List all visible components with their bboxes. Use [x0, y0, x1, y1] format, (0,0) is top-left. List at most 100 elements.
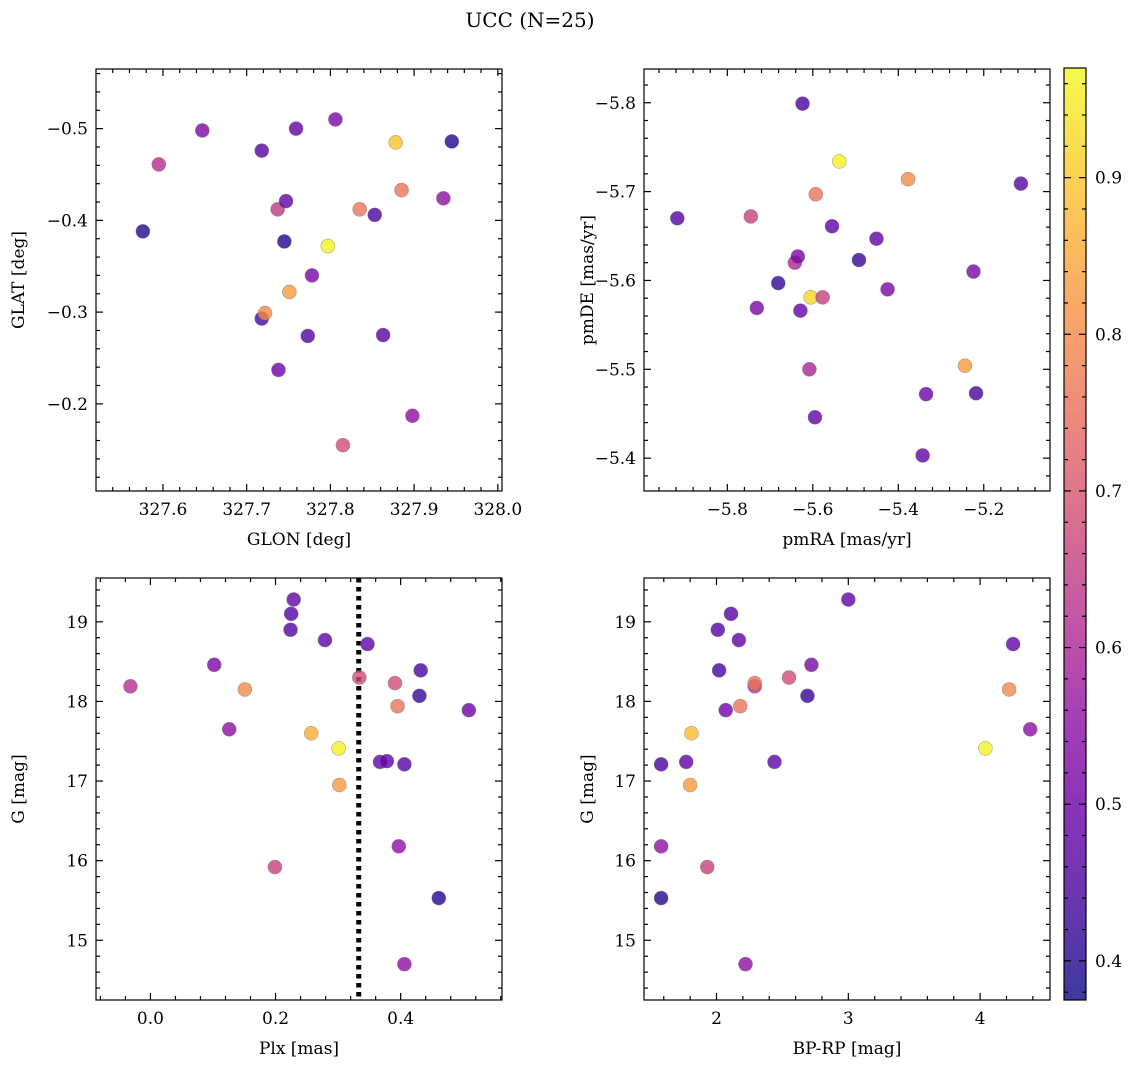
scatter-point	[832, 154, 847, 169]
scatter-point	[367, 207, 383, 223]
scatter-point	[300, 328, 316, 344]
scatter-point	[360, 636, 375, 652]
axes-frame	[95, 577, 503, 1001]
y-axis-label: G [mag]	[9, 754, 29, 823]
panels: 327.6 327.7 327.8 327.9 328.0 −0.2 −0.3 −0.4 −0.…	[9, 68, 1051, 1059]
scatter-point	[304, 268, 320, 283]
colorbar-frame	[1063, 67, 1087, 1001]
y-tick-label: −5.4	[595, 449, 636, 469]
scatter-point	[743, 209, 759, 224]
axes-frame	[95, 68, 503, 492]
ticks	[644, 69, 1050, 491]
scatter-point	[800, 688, 815, 704]
scatter-series	[135, 112, 460, 453]
x-tick-label: 328.0	[473, 500, 522, 520]
y-tick-label: 18	[614, 692, 636, 712]
scatter-point	[770, 275, 786, 291]
scatter-point	[283, 622, 298, 638]
scatter-point	[1005, 636, 1021, 652]
colorbar-tick-label: 0.6	[1095, 639, 1122, 659]
scatter-point	[352, 202, 367, 217]
scatter-point	[413, 663, 428, 678]
x-axis-label: GLON [deg]	[247, 530, 351, 550]
x-tick-label: −5.6	[792, 500, 833, 520]
y-tick-label: −5.7	[595, 183, 636, 203]
axes-frame	[643, 577, 1051, 1001]
scatter-point	[670, 210, 685, 226]
scatter-point	[802, 361, 817, 377]
x-tick-label: −5.2	[963, 500, 1004, 520]
scatter-point	[461, 702, 477, 718]
scatter-point	[978, 741, 993, 756]
scatter-point	[699, 859, 715, 875]
scatter-point	[710, 622, 726, 638]
scatter-point	[900, 171, 916, 187]
colorbar-tick-label: 0.9	[1095, 169, 1122, 189]
x-tick-label: 0.2	[262, 1009, 289, 1029]
scatter-point	[790, 249, 806, 264]
y-tick-label: 15	[614, 931, 636, 951]
scatter-point	[1022, 721, 1038, 737]
scatter-point	[653, 839, 669, 854]
scatter-point	[436, 191, 451, 206]
scatter-point	[151, 157, 167, 172]
y-tick-label: 18	[66, 692, 88, 712]
scatter-point	[851, 252, 867, 268]
colorbar-tick-label: 0.5	[1095, 795, 1122, 815]
scatter-point	[815, 290, 830, 305]
y-tick-label: −5.5	[595, 360, 636, 380]
scatter-point	[749, 300, 765, 316]
scatter-point	[747, 675, 763, 691]
colorbar: 0.4 0.5 0.6 0.7 0.8 0.9	[1063, 67, 1122, 1001]
scatter-point	[282, 284, 297, 300]
scatter-point	[195, 123, 210, 138]
scatter-point	[123, 678, 138, 694]
scatter-point	[332, 777, 347, 793]
scatter-point	[957, 358, 973, 374]
x-tick-label: 327.6	[139, 500, 188, 520]
y-tick-label: 15	[66, 931, 88, 951]
scatter-point	[718, 702, 734, 718]
scatter-point	[731, 632, 747, 648]
y-tick-label: −5.6	[595, 271, 636, 291]
scatter-point	[397, 757, 412, 772]
scatter-point	[678, 754, 694, 770]
scatter-point	[331, 741, 347, 756]
x-tick-label: 0.0	[137, 1009, 164, 1029]
ticks	[96, 69, 502, 491]
y-axis-label: G [mag]	[578, 754, 598, 823]
scatter-point	[221, 721, 237, 737]
scatter-point	[767, 754, 782, 770]
x-tick-label: −5.8	[707, 500, 748, 520]
scatter-point	[237, 682, 253, 697]
scatter-point	[394, 182, 409, 198]
scatter-point	[206, 657, 222, 673]
scatter-point	[841, 592, 856, 607]
y-axis-label: pmDE [mas/yr]	[578, 215, 598, 345]
scatter-point	[732, 698, 748, 714]
scatter-point	[711, 663, 727, 678]
scatter-point	[135, 224, 151, 239]
scatter-point	[277, 234, 292, 249]
scatter-point	[808, 186, 824, 202]
colorbar-tick-label: 0.8	[1095, 325, 1122, 345]
scatter-point	[723, 606, 739, 622]
scatter-point	[271, 362, 286, 378]
scatter-point	[303, 725, 319, 741]
scatter-point	[286, 592, 301, 607]
scatter-point	[320, 238, 336, 254]
x-tick-label: 327.9	[390, 500, 439, 520]
scatter-point	[254, 143, 270, 158]
y-tick-label: −0.4	[47, 211, 88, 231]
ticks	[96, 578, 502, 1000]
y-tick-label: −5.8	[595, 94, 636, 114]
scatter-point	[288, 121, 304, 136]
x-axis-label: Plx [mas]	[259, 1039, 339, 1059]
scatter-point	[807, 409, 823, 425]
x-tick-label: 4	[975, 1009, 986, 1029]
scatter-point	[397, 956, 412, 972]
panel-3: 0.0 0.2 0.4 15 16 17 18 19 Plx [mas] G [mag]	[9, 577, 503, 1059]
scatter-point	[880, 282, 895, 297]
scatter-point	[257, 305, 273, 321]
colorbar-gradient	[1064, 68, 1086, 1000]
